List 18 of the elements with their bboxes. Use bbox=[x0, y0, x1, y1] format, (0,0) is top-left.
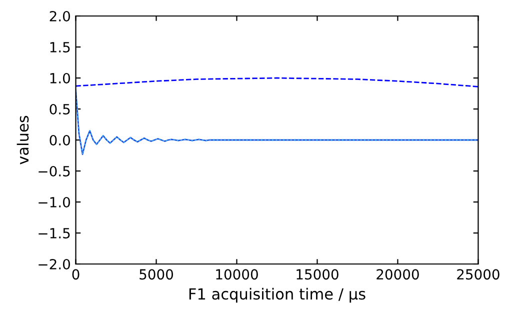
y-tick-label: −1.0 bbox=[38, 196, 70, 208]
y-tick-label: −0.5 bbox=[38, 166, 70, 176]
x-tick-label: 25000 bbox=[457, 269, 500, 280]
x-tick-label: 0 bbox=[72, 269, 80, 280]
x-tick-label: 5000 bbox=[140, 269, 174, 280]
y-axis-title: values bbox=[16, 116, 29, 164]
y-tick-label: −2.0 bbox=[38, 258, 70, 270]
y-tick-label: 0.5 bbox=[50, 104, 70, 114]
line-series bbox=[76, 77, 478, 88]
x-tick-label: 20000 bbox=[376, 269, 419, 280]
x-axis-title: F1 acquisition time / µs bbox=[189, 288, 366, 303]
y-tick-label: 1.5 bbox=[50, 42, 70, 52]
y-tick-label: 2.0 bbox=[50, 10, 70, 22]
y-tick-label: −1.5 bbox=[38, 228, 70, 238]
x-tick-label: 10000 bbox=[216, 269, 258, 280]
y-tick-label: 1.0 bbox=[50, 72, 70, 84]
y-tick-label: 0.0 bbox=[50, 134, 70, 146]
x-tick-label: 15000 bbox=[296, 269, 338, 280]
